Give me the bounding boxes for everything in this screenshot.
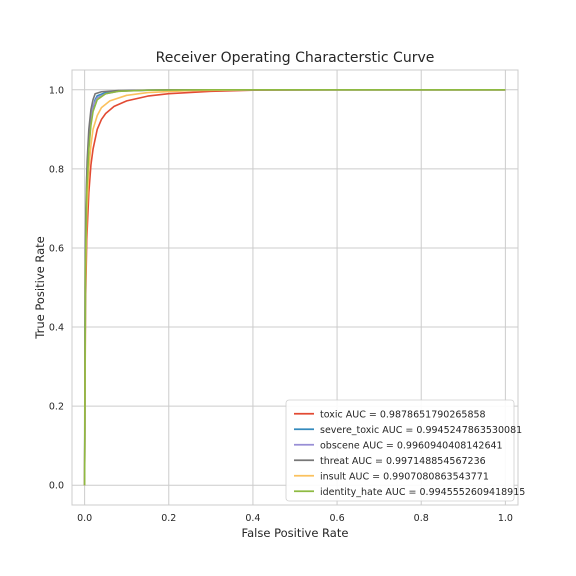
plot-frame xyxy=(71,69,519,506)
y-tick-label: 0.4 xyxy=(49,323,64,334)
chart-title: Receiver Operating Characterstic Curve xyxy=(156,50,435,66)
series-layer xyxy=(83,88,506,486)
roc-curve-0 xyxy=(83,88,506,486)
legend: toxic AUC = 0.9878651790265858 severe_tox… xyxy=(285,399,525,502)
x-tick-label: 0.6 xyxy=(330,513,345,524)
legend-label: severe_toxic AUC = 0.9945247863530081 xyxy=(320,425,522,436)
legend-label: toxic AUC = 0.9878651790265858 xyxy=(320,409,486,420)
x-tick-label: 0.4 xyxy=(245,513,260,524)
legend-label: identity_hate AUC = 0.9945552609418915 xyxy=(320,487,525,498)
legend-label: obscene AUC = 0.9960940408142641 xyxy=(320,440,503,451)
y-tick-label: 0.0 xyxy=(49,481,64,492)
y-axis-label: True Positive Rate xyxy=(33,236,47,339)
x-tick-label: 1.0 xyxy=(498,513,513,524)
legend-label: insult AUC = 0.9907080863543771 xyxy=(320,471,489,482)
y-tick-label: 0.6 xyxy=(49,243,64,254)
y-tick-label: 0.8 xyxy=(49,164,64,175)
y-ticks: 0.0 0.2 0.4 0.6 0.8 1.0 xyxy=(49,85,64,491)
y-tick-label: 0.2 xyxy=(49,402,64,413)
x-ticks: 0.0 0.2 0.4 0.6 0.8 1.0 xyxy=(77,513,513,524)
legend-label: threat AUC = 0.997148854567236 xyxy=(320,456,486,467)
x-tick-label: 0.0 xyxy=(77,513,92,524)
legend-box xyxy=(285,399,515,502)
y-tick-label: 1.0 xyxy=(49,85,64,96)
x-tick-label: 0.8 xyxy=(414,513,429,524)
roc-curve-5 xyxy=(83,88,506,486)
x-tick-label: 0.2 xyxy=(161,513,176,524)
x-axis-label: False Positive Rate xyxy=(242,526,349,540)
